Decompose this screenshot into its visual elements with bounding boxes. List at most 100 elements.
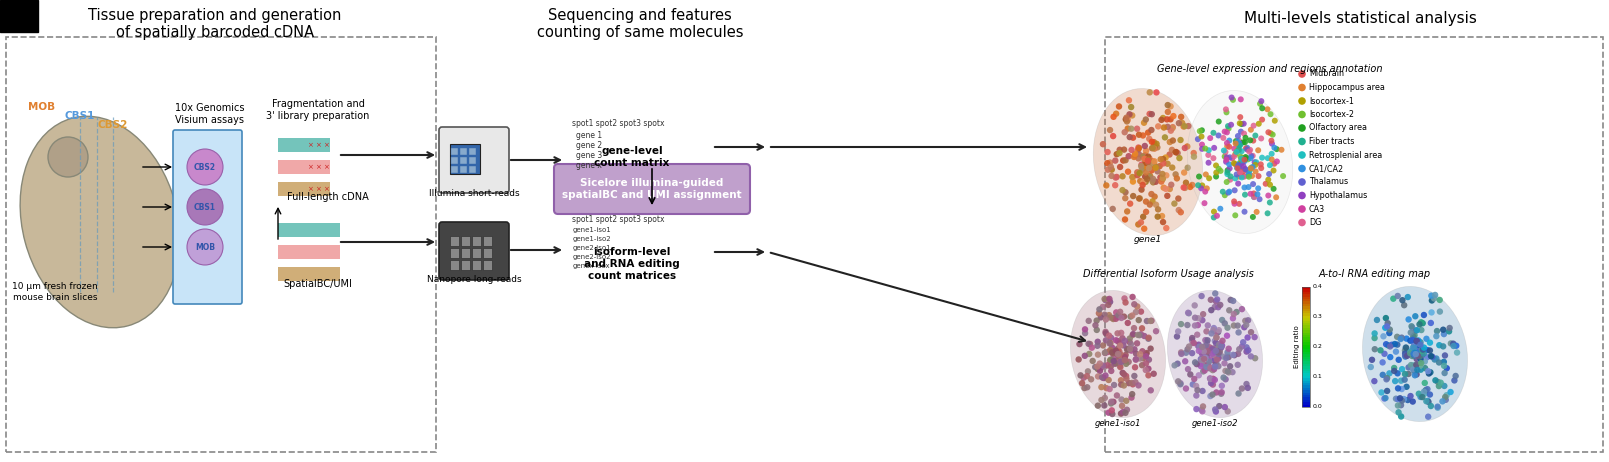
Bar <box>1302 310 1310 313</box>
Circle shape <box>1377 347 1384 353</box>
Circle shape <box>1236 181 1241 187</box>
Circle shape <box>1142 170 1149 176</box>
Circle shape <box>1224 167 1231 173</box>
Circle shape <box>1109 166 1115 173</box>
Circle shape <box>1183 358 1189 365</box>
Circle shape <box>1130 112 1136 119</box>
Circle shape <box>1183 385 1189 392</box>
Circle shape <box>1298 111 1307 118</box>
Circle shape <box>1186 310 1192 316</box>
Circle shape <box>1212 406 1218 413</box>
Circle shape <box>1298 138 1307 146</box>
Circle shape <box>1213 353 1220 359</box>
Circle shape <box>1194 392 1200 399</box>
Circle shape <box>1102 350 1109 356</box>
Circle shape <box>1126 347 1133 353</box>
Circle shape <box>1421 389 1427 395</box>
Circle shape <box>1413 352 1419 358</box>
Circle shape <box>1189 350 1195 356</box>
Circle shape <box>1398 413 1405 419</box>
Bar <box>451 248 459 258</box>
Circle shape <box>1102 316 1109 322</box>
Circle shape <box>1149 178 1155 184</box>
Circle shape <box>1094 366 1101 372</box>
Text: 10 μm fresh frozen
mouse brain slices: 10 μm fresh frozen mouse brain slices <box>13 282 98 302</box>
Circle shape <box>1105 296 1112 303</box>
Circle shape <box>1426 413 1432 420</box>
Bar <box>278 138 330 152</box>
Circle shape <box>1109 407 1115 413</box>
Circle shape <box>1416 340 1422 346</box>
Circle shape <box>1234 149 1239 155</box>
Circle shape <box>1451 377 1458 383</box>
Text: Fiber tracts: Fiber tracts <box>1310 137 1355 146</box>
Circle shape <box>1453 373 1459 379</box>
Circle shape <box>1123 352 1130 358</box>
Circle shape <box>1149 158 1155 165</box>
Circle shape <box>1178 114 1184 120</box>
Circle shape <box>1213 353 1220 359</box>
Circle shape <box>1411 350 1418 356</box>
Circle shape <box>1212 358 1218 365</box>
Circle shape <box>1195 315 1202 322</box>
Circle shape <box>1401 347 1408 353</box>
Circle shape <box>1138 355 1144 362</box>
Text: ×: × <box>323 186 328 192</box>
Circle shape <box>1147 201 1154 208</box>
Circle shape <box>1229 369 1236 375</box>
Circle shape <box>1204 353 1210 359</box>
Circle shape <box>1237 114 1244 120</box>
Circle shape <box>1401 371 1408 377</box>
Circle shape <box>1117 352 1123 359</box>
Circle shape <box>1202 200 1207 206</box>
Circle shape <box>1102 337 1109 343</box>
Circle shape <box>1094 402 1101 409</box>
Text: gene 2: gene 2 <box>576 141 602 151</box>
Text: ×: × <box>323 164 328 170</box>
Circle shape <box>1081 385 1088 391</box>
Circle shape <box>1097 314 1104 321</box>
Circle shape <box>1223 368 1229 374</box>
Circle shape <box>1382 324 1389 331</box>
Circle shape <box>1398 366 1405 372</box>
Circle shape <box>1144 160 1150 167</box>
Circle shape <box>1368 364 1374 370</box>
Circle shape <box>1229 95 1234 101</box>
Circle shape <box>1112 158 1118 164</box>
Circle shape <box>1075 356 1081 363</box>
Circle shape <box>1401 396 1408 402</box>
Circle shape <box>1215 329 1221 335</box>
Circle shape <box>1242 146 1249 152</box>
Circle shape <box>1411 345 1418 351</box>
Circle shape <box>1136 155 1142 162</box>
Circle shape <box>1133 357 1139 363</box>
Circle shape <box>1250 181 1257 187</box>
Circle shape <box>1176 207 1183 213</box>
Circle shape <box>1450 340 1456 347</box>
Circle shape <box>1224 169 1231 175</box>
Circle shape <box>1167 186 1173 192</box>
Circle shape <box>1242 192 1249 198</box>
Circle shape <box>1080 380 1086 386</box>
Circle shape <box>1142 351 1149 357</box>
Circle shape <box>1170 125 1176 132</box>
Circle shape <box>1411 351 1418 357</box>
Circle shape <box>1202 146 1208 152</box>
Circle shape <box>1120 370 1126 376</box>
Circle shape <box>1207 365 1213 371</box>
Circle shape <box>1221 404 1228 410</box>
Circle shape <box>1178 351 1184 357</box>
Circle shape <box>1147 158 1154 164</box>
Circle shape <box>1101 402 1107 409</box>
Circle shape <box>1258 165 1265 171</box>
Circle shape <box>1244 348 1250 355</box>
Circle shape <box>1224 368 1231 375</box>
Bar <box>1302 320 1310 323</box>
Circle shape <box>1131 364 1138 371</box>
Circle shape <box>1084 368 1091 375</box>
Circle shape <box>1128 126 1134 132</box>
Circle shape <box>1192 383 1199 389</box>
Circle shape <box>1149 198 1155 205</box>
Circle shape <box>1236 162 1242 168</box>
Circle shape <box>1139 153 1146 160</box>
